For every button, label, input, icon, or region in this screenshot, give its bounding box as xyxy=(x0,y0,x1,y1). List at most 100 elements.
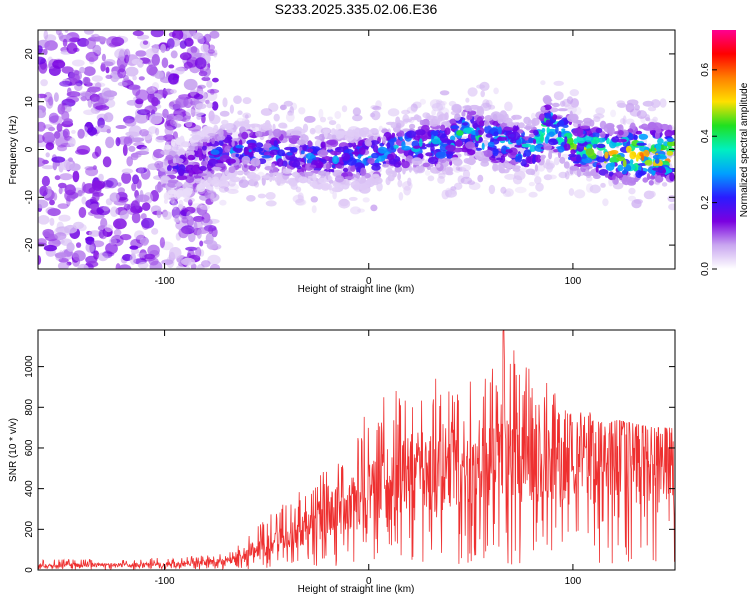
heatmap-cell xyxy=(348,196,358,201)
heatmap-cell xyxy=(432,115,438,123)
heatmap-cell xyxy=(206,102,214,109)
heatmap-cell xyxy=(387,108,400,117)
heatmap-cell xyxy=(69,163,81,172)
heatmap-cell xyxy=(248,150,253,157)
heatmap-cell xyxy=(478,120,485,127)
heatmap-cell xyxy=(555,126,559,134)
heatmap-cell xyxy=(317,149,329,158)
heatmap-cell xyxy=(441,133,446,139)
heatmap-cell xyxy=(199,204,210,210)
heatmap-cell xyxy=(506,166,512,171)
heatmap-cell xyxy=(289,135,301,139)
heatmap-cell xyxy=(593,116,601,123)
heatmap-cell xyxy=(492,121,499,126)
heatmap-cell xyxy=(271,163,276,168)
heatmap-cell xyxy=(438,172,446,179)
heatmap-cell xyxy=(169,101,175,107)
heatmap-cell xyxy=(665,168,673,174)
heatmap-cell xyxy=(200,218,213,226)
heatmap-cell xyxy=(155,136,166,143)
heatmap-cell xyxy=(171,206,181,219)
heatmap-cell xyxy=(211,137,216,145)
heatmap-cell xyxy=(493,131,499,137)
heatmap-cell xyxy=(53,192,58,201)
heatmap-cell xyxy=(44,40,58,51)
heatmap-cell xyxy=(218,186,229,193)
heatmap-cell xyxy=(631,199,642,209)
heatmap-cell xyxy=(190,143,198,147)
heatmap-cell xyxy=(369,140,380,146)
heatmap-cell xyxy=(218,128,224,137)
heatmap-cell xyxy=(95,105,110,111)
heatmap-cell xyxy=(38,255,42,265)
heatmap-cell xyxy=(200,160,208,167)
heatmap-cell xyxy=(183,30,197,36)
heatmap-cell xyxy=(424,170,431,176)
heatmap-cell xyxy=(528,191,538,198)
heatmap-cell xyxy=(135,194,150,203)
heatmap-cell xyxy=(616,156,626,162)
heatmap-cell xyxy=(512,175,523,185)
colorbar-gradient xyxy=(712,30,736,269)
heatmap-cell xyxy=(105,66,110,74)
heatmap-cell xyxy=(174,183,183,187)
heatmap-cell xyxy=(81,181,86,194)
heatmap-cell xyxy=(618,130,624,136)
heatmap-cell xyxy=(331,134,337,139)
heatmap-cell xyxy=(482,99,490,109)
heatmap-cell xyxy=(564,104,576,110)
colorbar-tick-label: 0.4 xyxy=(700,129,711,143)
heatmap-cell xyxy=(163,144,172,150)
heatmap-cell xyxy=(71,59,85,67)
heatmap-cell xyxy=(467,149,476,156)
heatmap-cell xyxy=(661,182,668,187)
heatmap-cell xyxy=(582,172,593,177)
heatmap-cell xyxy=(41,165,55,170)
heatmap-cell xyxy=(148,257,159,266)
heatmap-cell xyxy=(175,96,189,108)
heatmap-cell xyxy=(658,155,667,160)
heatmap-cell xyxy=(607,126,615,136)
heatmap-cell xyxy=(255,142,264,148)
heatmap-cell xyxy=(227,189,239,194)
heatmap-cell xyxy=(48,115,63,125)
heatmap-cell xyxy=(256,124,261,128)
heatmap-cell xyxy=(136,179,142,189)
heatmap-cell xyxy=(478,136,483,142)
heatmap-cell xyxy=(350,180,361,190)
heatmap-cell xyxy=(492,148,499,157)
heatmap-cell xyxy=(146,86,156,95)
heatmap-cell xyxy=(39,185,49,197)
heatmap-cell xyxy=(512,125,517,133)
heatmap-cell xyxy=(445,150,455,155)
heatmap-cell xyxy=(532,156,536,164)
heatmap-cell xyxy=(569,165,580,171)
heatmap-cell xyxy=(412,145,421,149)
heatmap-cell xyxy=(257,193,266,199)
heatmap-cell xyxy=(498,126,502,135)
heatmap-cell xyxy=(195,103,207,110)
heatmap-cell xyxy=(289,156,298,162)
heatmap-cell xyxy=(406,106,417,114)
heatmap-cell xyxy=(196,114,202,120)
heatmap-cell xyxy=(445,144,456,152)
heatmap-cell xyxy=(331,169,335,173)
heatmap-cell xyxy=(657,138,664,145)
heatmap-cell xyxy=(38,61,48,74)
heatmap-cell xyxy=(292,194,305,203)
heatmap-cell xyxy=(150,30,164,38)
heatmap-cell xyxy=(401,109,411,115)
heatmap-cell xyxy=(456,130,464,136)
heatmap-cell xyxy=(74,83,83,92)
heatmap-cell xyxy=(183,61,193,69)
heatmap-cell xyxy=(543,143,552,151)
heatmap-cell xyxy=(480,155,490,164)
heatmap-cell xyxy=(178,228,189,239)
heatmap-cell xyxy=(38,199,49,209)
heatmap-cell xyxy=(128,125,142,138)
heatmap-cell xyxy=(649,175,656,180)
heatmap-cell xyxy=(569,89,579,97)
heatmap-cell xyxy=(278,122,288,129)
heatmap-cell xyxy=(160,176,170,184)
heatmap-cell xyxy=(468,108,473,112)
